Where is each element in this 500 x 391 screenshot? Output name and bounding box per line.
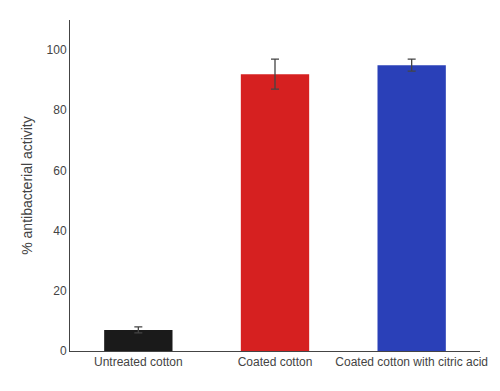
svg-text:Coated cotton: Coated cotton bbox=[238, 355, 313, 369]
svg-text:80: 80 bbox=[53, 103, 67, 117]
svg-text:20: 20 bbox=[53, 284, 67, 298]
svg-text:100: 100 bbox=[47, 43, 67, 57]
svg-text:Coated cotton with citric acid: Coated cotton with citric acid bbox=[335, 355, 488, 369]
svg-text:0: 0 bbox=[60, 344, 67, 358]
svg-text:60: 60 bbox=[53, 164, 67, 178]
svg-text:% antibacterial activity: % antibacterial activity bbox=[19, 116, 35, 255]
svg-text:Untreated cotton: Untreated cotton bbox=[94, 355, 183, 369]
svg-text:40: 40 bbox=[53, 224, 67, 238]
